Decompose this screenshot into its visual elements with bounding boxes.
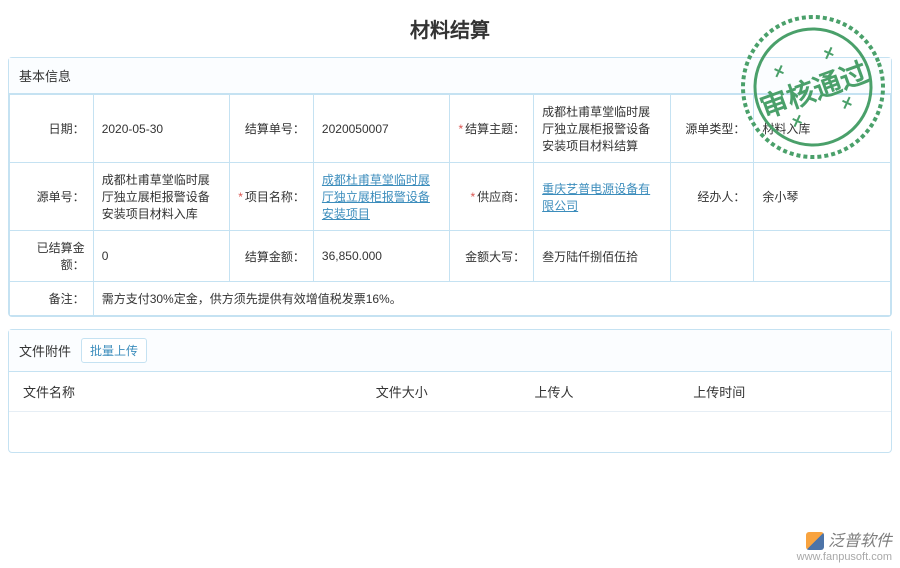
field-label: 结算单号： (230, 95, 314, 163)
remark-value: 需方支付30%定金，供方须先提供有效增值税发票16%。 (93, 282, 890, 316)
field-label: *项目名称： (230, 163, 314, 231)
file-column-header: 上传时间 (679, 372, 891, 412)
field-value: 材料入库 (754, 95, 891, 163)
batch-upload-button[interactable]: 批量上传 (81, 338, 147, 363)
link[interactable]: 成都杜甫草堂临时展厅独立展柜报警设备安装项目 (322, 173, 430, 221)
brand-icon (806, 532, 824, 550)
field-label: *结算主题： (450, 95, 534, 163)
basic-info-table: 日期：2020-05-30结算单号：2020050007*结算主题：成都杜甫草堂… (9, 94, 891, 316)
link[interactable]: 重庆艺普电源设备有限公司 (542, 182, 650, 213)
field-label: 经办人： (670, 163, 754, 231)
field-value: 2020-05-30 (93, 95, 230, 163)
field-value (754, 231, 891, 282)
basic-info-panel: 基本信息 日期：2020-05-30结算单号：2020050007*结算主题：成… (8, 57, 892, 317)
field-label: 已结算金额： (10, 231, 94, 282)
required-icon: * (238, 190, 243, 204)
attachments-table: 文件名称文件大小上传人上传时间 (9, 372, 891, 452)
page-title: 材料结算 (8, 14, 892, 43)
attachments-panel: 文件附件 批量上传 文件名称文件大小上传人上传时间 (8, 329, 892, 453)
field-value: 余小琴 (754, 163, 891, 231)
brand-text: 泛普软件 (828, 532, 892, 551)
field-label: 源单类型： (670, 95, 754, 163)
field-value: 重庆艺普电源设备有限公司 (534, 163, 671, 231)
required-icon: * (470, 190, 475, 204)
brand-url: www.fanpusoft.com (797, 551, 892, 564)
basic-info-header: 基本信息 (9, 58, 891, 94)
field-value: 36,850.000 (313, 231, 450, 282)
field-label: *供应商： (450, 163, 534, 231)
field-value: 成都杜甫草堂临时展厅独立展柜报警设备安装项目材料结算 (534, 95, 671, 163)
file-column-header: 文件大小 (362, 372, 521, 412)
attachments-header: 文件附件 批量上传 (9, 330, 891, 372)
field-label: 源单号： (10, 163, 94, 231)
field-label: 金额大写： (450, 231, 534, 282)
field-label (670, 231, 754, 282)
field-value: 成都杜甫草堂临时展厅独立展柜报警设备安装项目材料入库 (93, 163, 230, 231)
remark-label: 备注： (10, 282, 94, 316)
field-value: 2020050007 (313, 95, 450, 163)
basic-info-title: 基本信息 (19, 66, 71, 85)
field-value: 叁万陆仟捌佰伍拾 (534, 231, 671, 282)
watermark: 泛普软件 www.fanpusoft.com (797, 532, 892, 564)
file-column-header: 上传人 (521, 372, 680, 412)
field-label: 结算金额： (230, 231, 314, 282)
field-value: 0 (93, 231, 230, 282)
field-label: 日期： (10, 95, 94, 163)
attachments-title: 文件附件 (19, 341, 71, 360)
empty-row (9, 412, 891, 452)
field-value: 成都杜甫草堂临时展厅独立展柜报警设备安装项目 (313, 163, 450, 231)
file-column-header: 文件名称 (9, 372, 362, 412)
required-icon: * (458, 122, 463, 136)
